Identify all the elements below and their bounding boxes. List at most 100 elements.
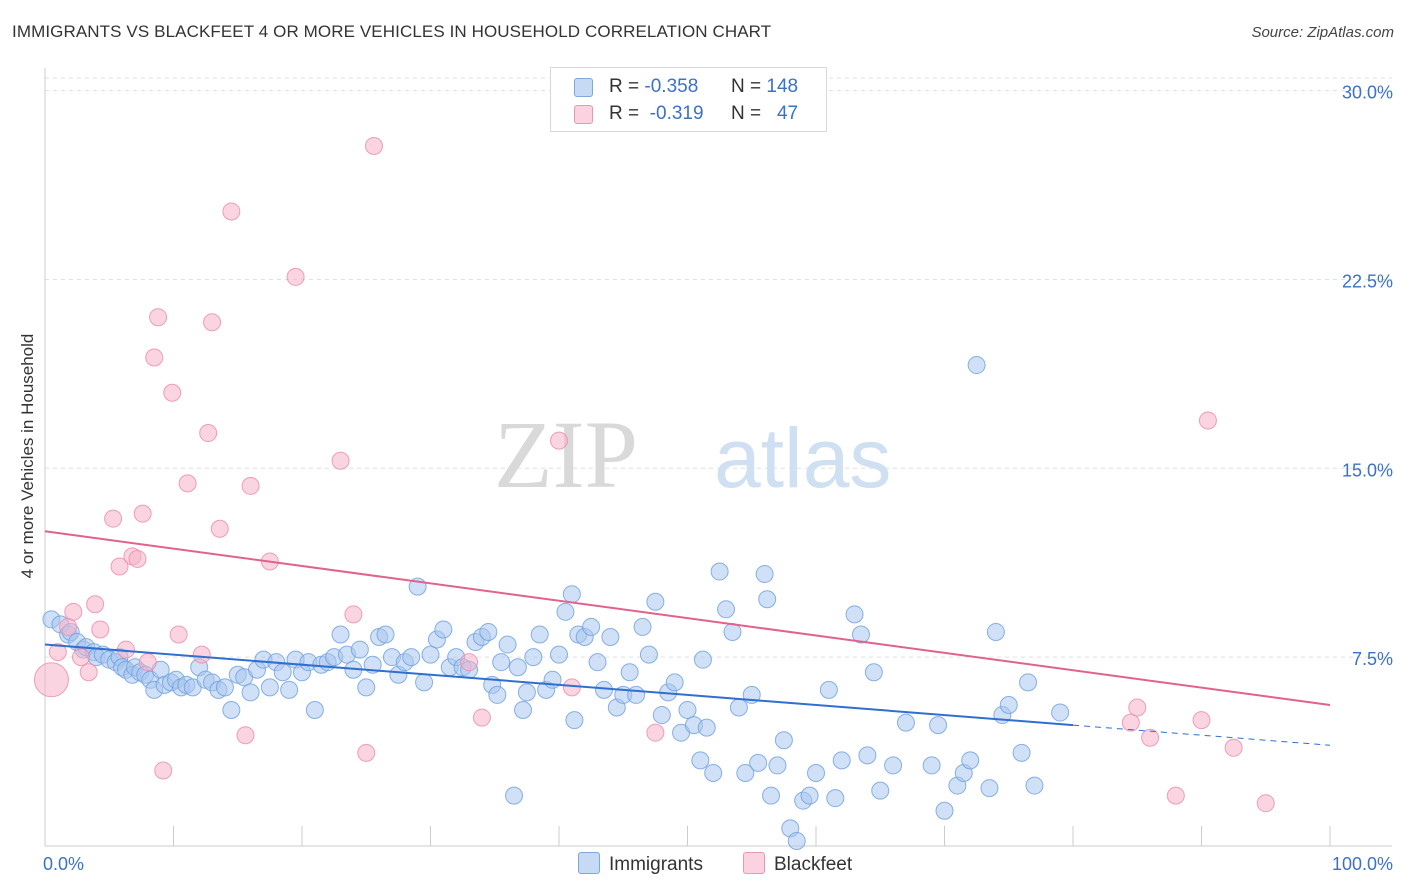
immigrants-point [697, 718, 716, 737]
watermark-atlas: atlas [714, 411, 891, 505]
blackfeet-point [1166, 786, 1185, 805]
legend-swatch-blackfeet [574, 105, 593, 124]
immigrants-point [1025, 776, 1044, 795]
immigrants-point [594, 680, 613, 699]
blackfeet-point [169, 625, 188, 644]
immigrants-point [517, 683, 536, 702]
immigrants-trend-line [44, 643, 1074, 727]
blackfeet-point [163, 383, 182, 402]
immigrants-point [524, 648, 543, 667]
immigrants-point [498, 635, 517, 654]
immigrants-point [717, 600, 736, 619]
immigrants-point [627, 685, 646, 704]
immigrants-point [508, 658, 527, 677]
blackfeet-point [48, 643, 67, 662]
blackfeet-point [562, 678, 581, 697]
immigrants-point [260, 678, 279, 697]
legend-swatch-immigrants [574, 78, 593, 97]
immigrants-point [376, 625, 395, 644]
immigrants-point [215, 678, 234, 697]
immigrants-point [710, 562, 729, 581]
immigrants-trend-extension [1072, 724, 1331, 746]
immigrants-point [1051, 703, 1070, 722]
immigrants-point [479, 622, 498, 641]
blackfeet-point [1121, 713, 1140, 732]
immigrants-point [929, 716, 948, 735]
immigrants-point [273, 663, 292, 682]
blackfeet-point [550, 431, 568, 450]
blackfeet-point [1141, 728, 1160, 747]
blackfeet-point [138, 653, 157, 672]
immigrants-point [967, 356, 986, 375]
immigrants-point [1012, 743, 1031, 762]
immigrants-point [588, 653, 607, 672]
immigrants-point [678, 701, 697, 720]
blackfeet-point [104, 509, 123, 528]
legend-item-immigrants: Immigrants [578, 852, 703, 876]
immigrants-point [639, 645, 658, 664]
immigrants-point [305, 701, 324, 720]
immigrants-point [241, 683, 260, 702]
immigrants-point [826, 789, 845, 808]
immigrants-point [492, 653, 511, 672]
legend-n-value: 47 [776, 103, 799, 124]
immigrants-point [565, 711, 584, 730]
immigrants-point [514, 701, 533, 720]
immigrants-point [858, 746, 877, 765]
immigrants-point [961, 751, 980, 770]
axes [44, 68, 1392, 847]
immigrants-point [986, 622, 1005, 641]
blackfeet-point [344, 605, 363, 624]
immigrants-point [851, 625, 870, 644]
legend-label-immigrants: Immigrants [609, 854, 703, 875]
blackfeet-point [64, 602, 83, 621]
blackfeet-point [133, 504, 152, 523]
immigrants-point [350, 640, 369, 659]
blackfeet-point [1128, 698, 1147, 717]
legend-swatch-blackfeet [743, 852, 765, 874]
immigrants-point [787, 831, 806, 850]
y-tick-label: 7.5% [1352, 649, 1393, 669]
watermark-zip: ZIP [494, 401, 638, 508]
y-tick-label: 30.0% [1342, 83, 1393, 103]
immigrants-point [845, 605, 864, 624]
blackfeet-point [154, 761, 173, 780]
legend-item-blackfeet: Blackfeet [743, 852, 852, 876]
chart-title: IMMIGRANTS VS BLACKFEET 4 OR MORE VEHICL… [12, 22, 772, 41]
blackfeet-point [86, 595, 105, 614]
trend-lines [44, 530, 1331, 746]
immigrants-point [807, 763, 825, 782]
blackfeet-point [145, 348, 164, 367]
blackfeet-point [128, 549, 147, 568]
immigrants-point [562, 585, 581, 604]
correlation-legend: R = -0.358 N = 148 R = -0.319 N = 47 [550, 67, 827, 132]
legend-r-value: -0.319 [649, 103, 704, 124]
immigrants-point [357, 678, 376, 697]
immigrants-point [999, 695, 1018, 714]
blackfeet-point [222, 202, 241, 221]
blackfeet-point [460, 653, 479, 672]
y-axis-label: 4 or more Vehicles in Household [18, 333, 37, 579]
immigrants-point [530, 625, 549, 644]
blackfeet-point [331, 451, 350, 470]
blackfeet-point [149, 308, 168, 327]
immigrants-point [819, 680, 838, 699]
immigrants-point [758, 590, 777, 609]
blackfeet-point [357, 743, 376, 762]
immigrants-point [691, 751, 710, 770]
immigrants-point [633, 617, 652, 636]
blackfeet-points [33, 136, 1275, 813]
immigrants-point [488, 685, 507, 704]
blackfeet-point [1198, 411, 1217, 430]
immigrants-point [434, 620, 453, 639]
legend-r-label: R = [609, 76, 640, 97]
immigrants-point [884, 756, 903, 775]
blackfeet-point [203, 313, 222, 332]
immigrants-point [556, 602, 575, 621]
immigrants-point [652, 706, 671, 725]
immigrants-point [601, 628, 620, 647]
immigrants-point [736, 763, 755, 782]
legend-n-value: 148 [766, 76, 799, 97]
immigrants-point [620, 663, 639, 682]
immigrants-point [582, 617, 601, 636]
